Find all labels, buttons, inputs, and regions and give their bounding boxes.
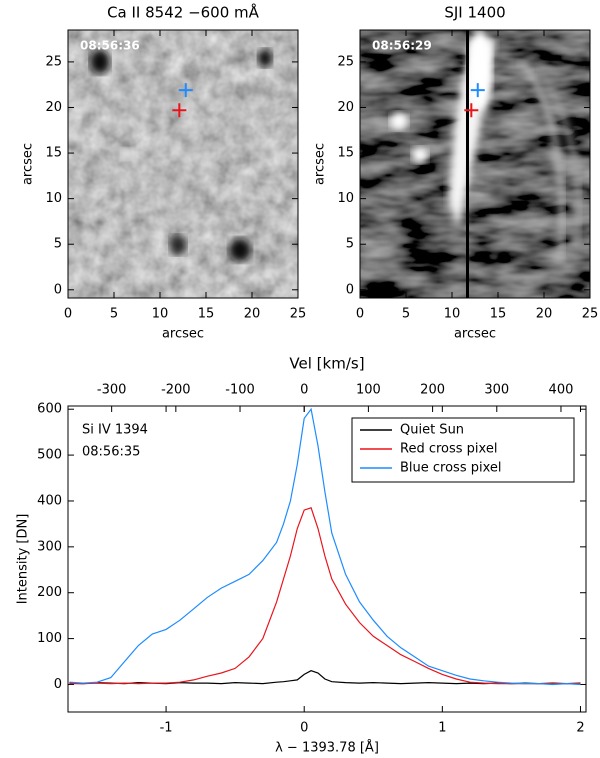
plot-frame — [67, 405, 587, 713]
x-tick-label: 25 — [582, 307, 599, 322]
y-tick-label: 600 — [37, 402, 62, 417]
y-tick-label: 400 — [37, 493, 62, 508]
y-tick-label: 5 — [54, 237, 62, 252]
timestamp: 08:56:36 — [80, 39, 140, 53]
panel-title: SJI 1400 — [444, 4, 505, 22]
y-tick-label: 0 — [54, 282, 62, 297]
cross-marker — [172, 103, 187, 118]
x-tick-label: 20 — [244, 307, 261, 322]
y-tick-label: 15 — [337, 146, 354, 161]
y-tick-label: 500 — [37, 448, 62, 463]
x-tick-label: 15 — [198, 307, 215, 322]
x-axis-label: λ − 1393.78 [Å] — [275, 740, 379, 756]
image-right — [360, 30, 590, 298]
x-tick-label: 5 — [402, 307, 410, 322]
x2-tick-label: 200 — [420, 383, 445, 398]
plot-frame — [67, 29, 299, 299]
x-tick-label: 0 — [64, 307, 72, 322]
plot-frame — [359, 29, 591, 299]
legend-label: Blue cross pixel — [400, 461, 502, 476]
x2-tick-label: 300 — [484, 383, 509, 398]
y-axis-label: Intensity [DN] — [16, 514, 31, 605]
legend-label: Red cross pixel — [400, 442, 497, 457]
y-tick-label: 300 — [37, 539, 62, 554]
y-axis-label: arcsec — [21, 143, 36, 185]
x2-axis-label: Vel [km/s] — [289, 355, 364, 373]
x-tick-label: 5 — [110, 307, 118, 322]
x-tick-label: 0 — [356, 307, 364, 322]
x-tick-label: 15 — [490, 307, 507, 322]
legend-label: Quiet Sun — [400, 423, 464, 438]
y-tick-label: 20 — [45, 100, 62, 115]
y-tick-label: 10 — [337, 191, 354, 206]
y-tick-label: 5 — [346, 237, 354, 252]
panel-title: Ca II 8542 −600 mÅ — [107, 3, 260, 22]
x2-tick-label: -200 — [161, 383, 191, 398]
spectrum-line — [69, 670, 581, 685]
x-tick-label: 10 — [152, 307, 169, 322]
x-tick-label: 20 — [536, 307, 553, 322]
y-tick-label: 0 — [54, 677, 62, 692]
x2-tick-label: -300 — [97, 383, 127, 398]
annotation: 08:56:35 — [82, 445, 140, 460]
x-tick-label: 1 — [438, 721, 446, 736]
x2-tick-label: 0 — [300, 383, 308, 398]
x-tick-label: 0 — [300, 721, 308, 736]
y-tick-label: 200 — [37, 585, 62, 600]
x-tick-label: 10 — [444, 307, 461, 322]
x-tick-label: 2 — [576, 721, 584, 736]
y-axis-label: arcsec — [313, 143, 328, 185]
y-tick-label: 100 — [37, 631, 62, 646]
y-tick-label: 20 — [337, 100, 354, 115]
x2-tick-label: -100 — [225, 383, 255, 398]
timestamp: 08:56:29 — [372, 39, 432, 53]
y-tick-label: 0 — [346, 282, 354, 297]
y-tick-label: 15 — [45, 146, 62, 161]
cross-marker — [470, 83, 485, 98]
annotation: Si IV 1394 — [82, 423, 148, 438]
spectrum-line — [69, 407, 581, 686]
legend-box — [351, 417, 575, 483]
y-tick-label: 10 — [45, 191, 62, 206]
y-tick-label: 25 — [45, 54, 62, 69]
x2-tick-label: 100 — [356, 383, 381, 398]
x-tick-label: -1 — [160, 721, 173, 736]
spectrum-line — [69, 507, 581, 685]
x2-tick-label: 400 — [549, 383, 574, 398]
x-axis-label: arcsec — [454, 327, 496, 342]
cross-marker — [178, 83, 193, 98]
image-left — [68, 30, 298, 298]
x-tick-label: 25 — [290, 307, 307, 322]
x-axis-label: arcsec — [162, 327, 204, 342]
y-tick-label: 25 — [337, 54, 354, 69]
cross-marker — [464, 103, 479, 118]
